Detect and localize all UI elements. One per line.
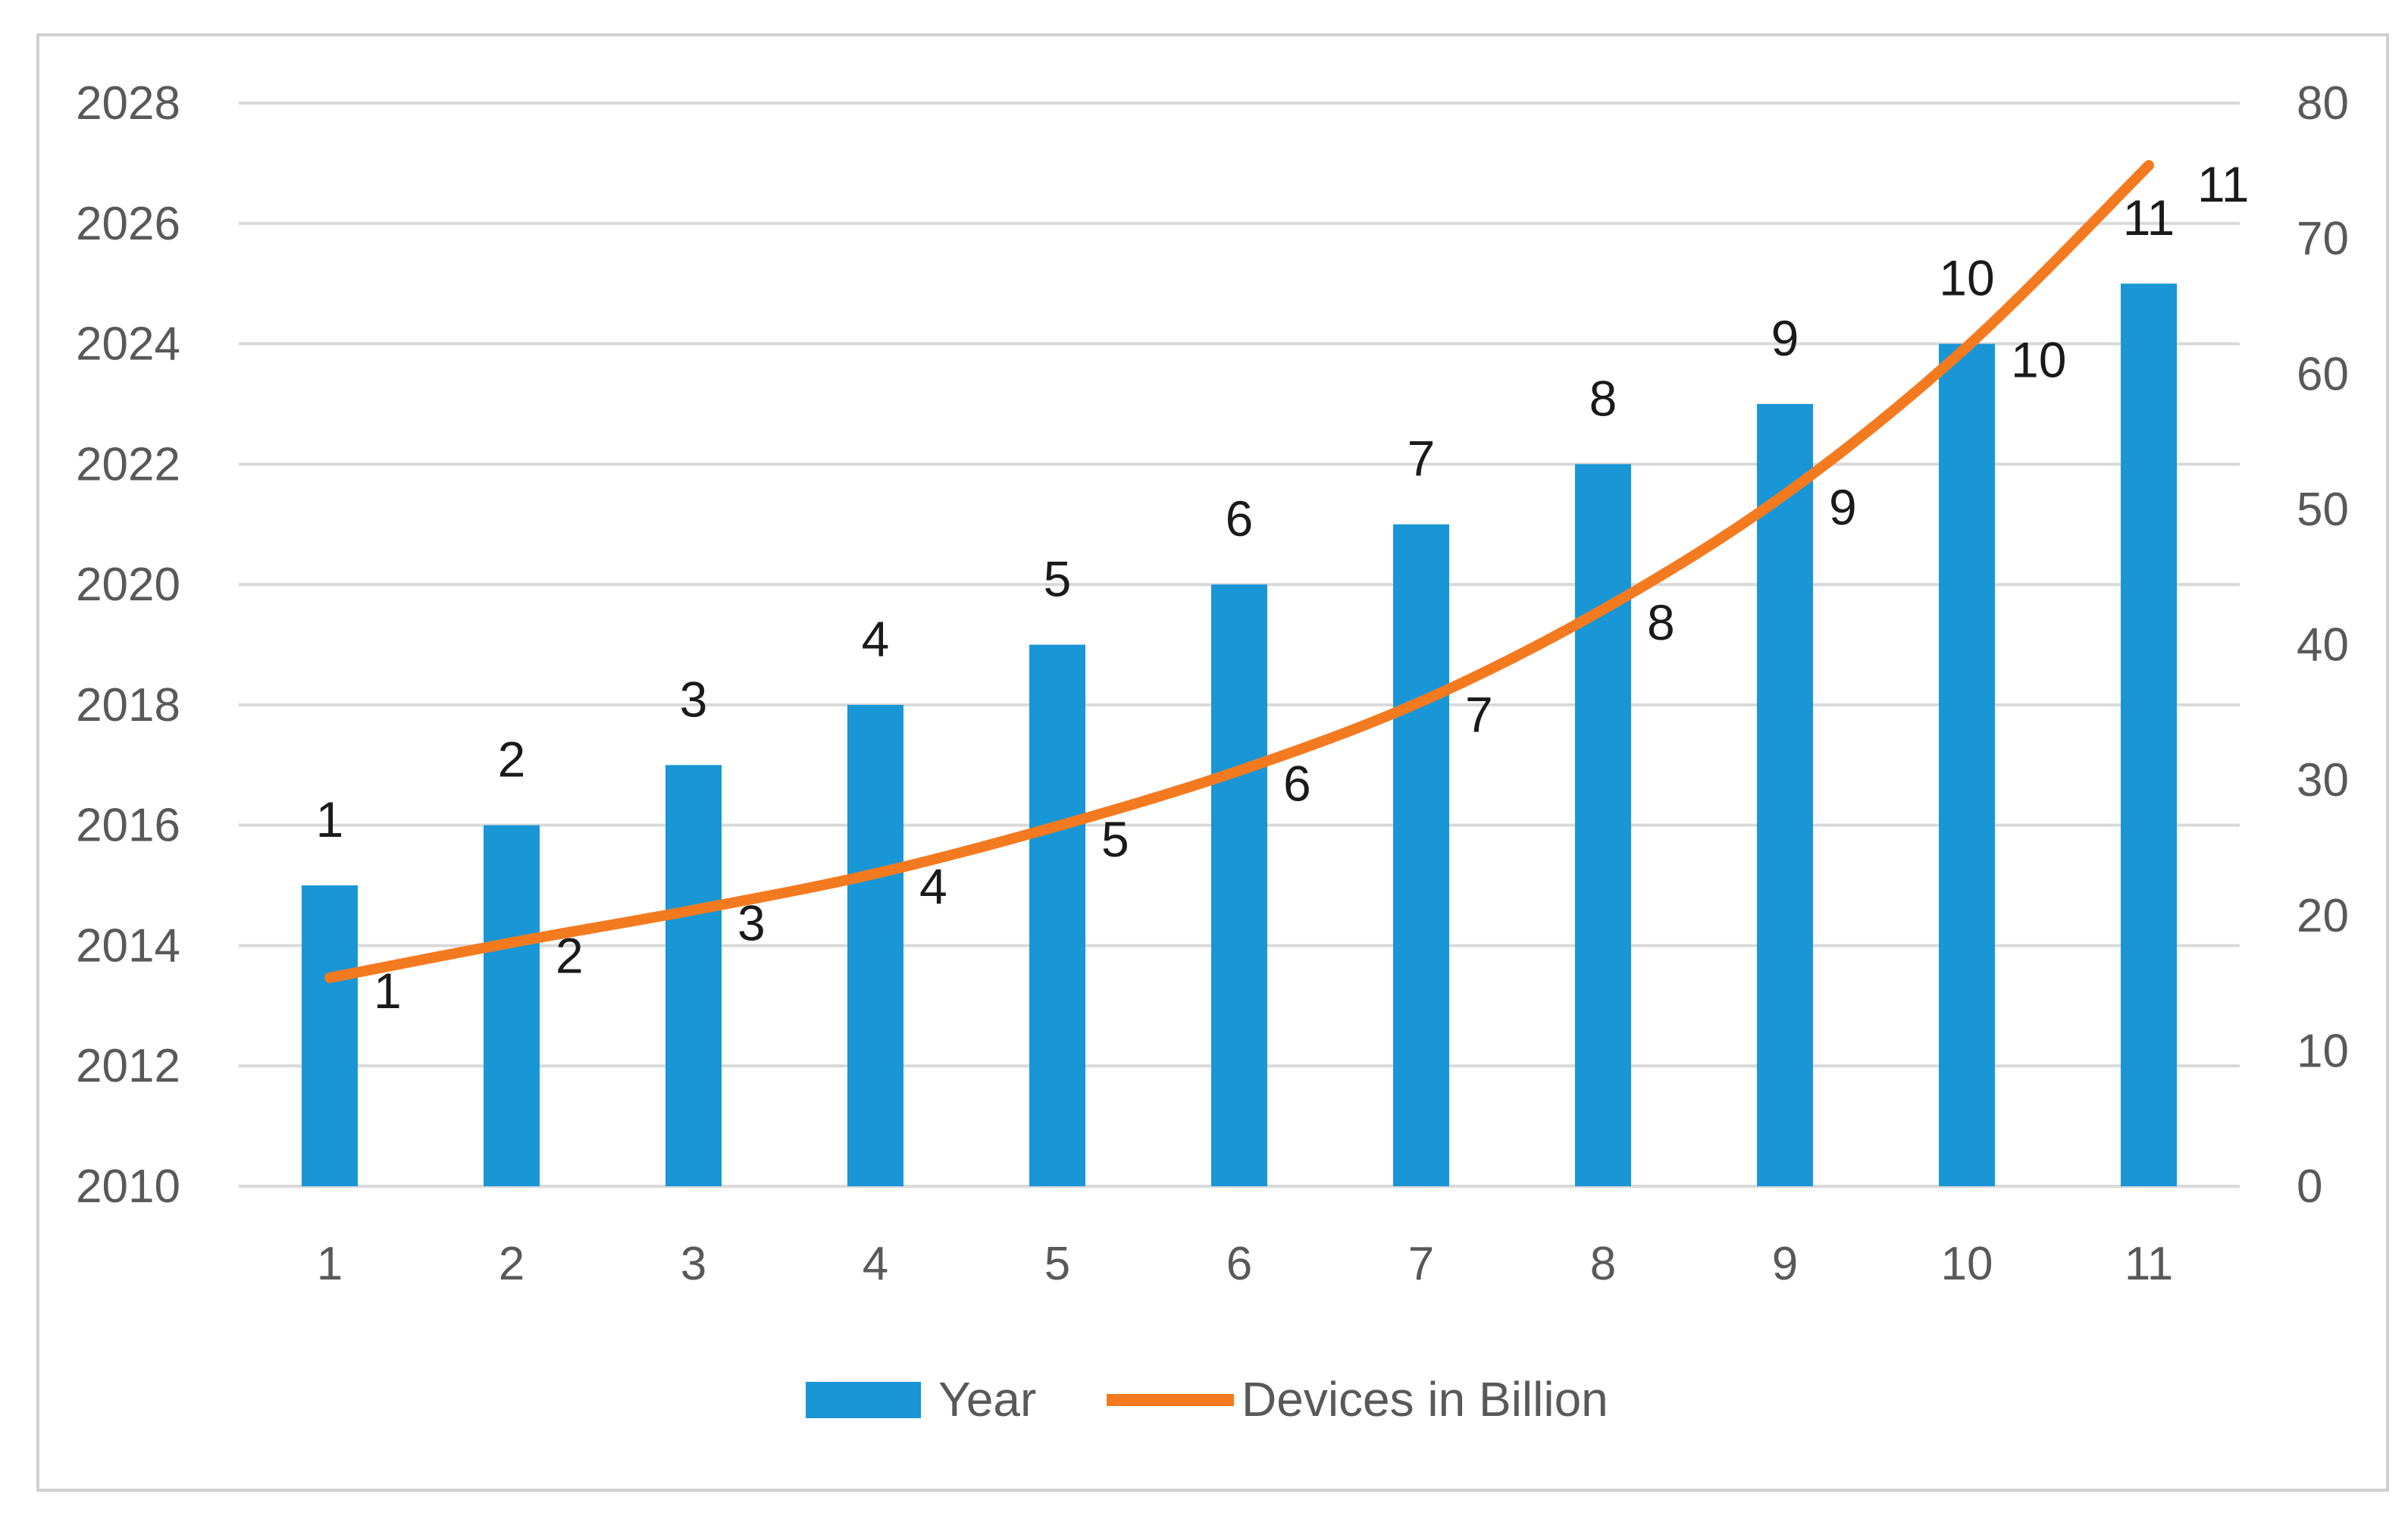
line-point <box>507 938 516 948</box>
bar <box>1939 343 1995 1186</box>
left-axis-tick-label: 2014 <box>76 919 180 972</box>
bar <box>1757 403 1813 1186</box>
x-axis-tick-label: 5 <box>1044 1238 1070 1290</box>
line-data-label: 2 <box>556 927 584 983</box>
bar <box>1575 464 1631 1186</box>
bar-data-label: 2 <box>498 731 526 788</box>
line-data-label: 9 <box>1829 479 1857 535</box>
right-axis-tick-label: 70 <box>2297 213 2349 265</box>
line-data-label: 10 <box>2011 332 2066 388</box>
legend-label-devices: Devices in Billion <box>1242 1372 1608 1427</box>
right-axis-tick-label: 80 <box>2297 77 2349 130</box>
line-point <box>1599 605 1608 615</box>
line-point <box>689 905 698 915</box>
line-data-label: 11 <box>2197 156 2250 212</box>
legend-label-year: Year <box>938 1372 1036 1427</box>
bar <box>484 825 540 1186</box>
right-axis-ticks: 0 10 20 30 40 50 60 70 80 <box>2297 77 2349 1213</box>
bar <box>1393 524 1449 1186</box>
right-axis-tick-label: 60 <box>2297 348 2349 400</box>
bar-data-label: 7 <box>1408 431 1436 487</box>
left-axis-tick-label: 2018 <box>76 679 180 731</box>
bar-data-label: 6 <box>1226 490 1254 547</box>
x-axis-tick-label: 9 <box>1772 1238 1798 1290</box>
right-axis-tick-label: 30 <box>2297 754 2349 807</box>
x-axis-tick-label: 7 <box>1408 1238 1434 1290</box>
x-axis-tick-label: 2 <box>499 1238 524 1290</box>
x-axis-tick-label: 11 <box>2125 1238 2173 1290</box>
line-data-labels: 1 2 3 4 5 6 7 8 9 10 11 <box>374 156 2250 1019</box>
line-data-label: 5 <box>1101 811 1129 867</box>
bar-data-label: 4 <box>862 611 890 667</box>
bar <box>847 704 903 1186</box>
left-axis-ticks: 2010 2012 2014 2016 2018 2020 2022 2024 2026 2028 <box>76 77 180 1213</box>
bar <box>1029 644 1085 1186</box>
line-point <box>1962 342 1971 352</box>
gridlines <box>239 102 2240 1188</box>
left-axis-tick-label: 2024 <box>76 318 180 371</box>
x-axis-tick-label: 4 <box>863 1238 888 1290</box>
line-data-label: 6 <box>1283 756 1311 812</box>
bar <box>302 885 358 1186</box>
bar-data-labels: 1 2 3 4 5 6 7 8 9 10 11 <box>316 190 2175 847</box>
legend-swatch-year <box>806 1382 921 1418</box>
x-axis-ticks: 1 2 3 4 5 6 7 8 9 10 11 <box>317 1238 2173 1290</box>
line-series-devices <box>324 160 2154 983</box>
left-axis-tick-label: 2020 <box>76 559 180 611</box>
x-axis-tick-label: 10 <box>1941 1238 1993 1290</box>
left-axis-tick-label: 2022 <box>76 438 180 490</box>
bar-data-label: 8 <box>1589 370 1617 426</box>
line-point <box>1780 490 1790 500</box>
bar-data-label: 9 <box>1771 310 1799 366</box>
right-axis-tick-label: 50 <box>2297 484 2349 536</box>
line-data-label: 8 <box>1647 594 1675 650</box>
left-axis-tick-label: 2010 <box>76 1160 180 1213</box>
bar-data-label: 10 <box>1939 250 1994 306</box>
devices-line <box>324 160 2154 983</box>
left-axis-tick-label: 2012 <box>76 1040 180 1092</box>
bar-data-label: 11 <box>2123 190 2175 246</box>
left-axis-tick-label: 2028 <box>76 77 180 130</box>
left-axis-tick-label: 2026 <box>76 198 180 250</box>
bar-data-label: 1 <box>316 791 344 847</box>
right-axis-tick-label: 20 <box>2297 890 2349 942</box>
bar-data-label: 3 <box>680 671 708 727</box>
right-axis-tick-label: 40 <box>2297 619 2349 672</box>
right-axis-tick-label: 0 <box>2297 1160 2322 1213</box>
line-point <box>2144 161 2153 171</box>
line-point <box>325 973 334 982</box>
line-data-label: 7 <box>1465 687 1493 743</box>
left-axis-tick-label: 2016 <box>76 800 180 852</box>
bar-series-year <box>302 283 2177 1187</box>
line-data-label: 4 <box>919 858 947 914</box>
x-axis-tick-label: 6 <box>1226 1238 1252 1290</box>
bar <box>2121 283 2177 1187</box>
line-data-label: 3 <box>737 895 766 951</box>
x-axis-tick-label: 1 <box>317 1238 343 1290</box>
line-point <box>1235 766 1244 775</box>
line-point <box>1417 697 1426 706</box>
right-axis-tick-label: 10 <box>2297 1025 2349 1077</box>
bar <box>1211 584 1267 1186</box>
line-point <box>1053 821 1062 831</box>
line-data-label: 1 <box>374 963 402 1019</box>
legend: Year Devices in Billion <box>806 1372 1608 1427</box>
bar <box>665 765 722 1186</box>
bar-data-label: 5 <box>1044 551 1072 607</box>
line-point <box>871 869 880 879</box>
x-axis-tick-label: 3 <box>681 1238 706 1290</box>
x-axis-tick-label: 8 <box>1590 1238 1616 1290</box>
